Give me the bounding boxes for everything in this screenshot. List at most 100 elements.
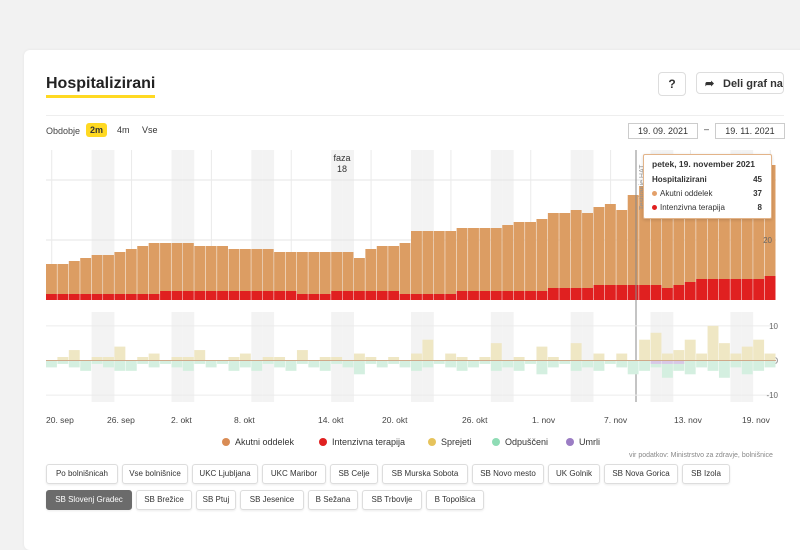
bar-icu bbox=[411, 294, 422, 300]
tooltip-row-total: Hospitalizirani 45 bbox=[652, 175, 762, 184]
bar-admitted bbox=[114, 346, 126, 361]
bar-discharged bbox=[525, 360, 536, 364]
tooltip-row-value: 45 bbox=[753, 175, 762, 184]
acute-dot-icon bbox=[652, 191, 657, 196]
share-button[interactable]: ➦ Deli graf na bbox=[696, 72, 784, 94]
bar-admitted bbox=[479, 357, 491, 361]
bar-acute bbox=[365, 249, 377, 291]
bar-acute bbox=[673, 186, 685, 285]
hospital-filter-button[interactable]: SB Slovenj Gradec bbox=[46, 490, 132, 510]
legend-item-admitted[interactable]: Sprejeti bbox=[428, 437, 472, 447]
bar-acute bbox=[764, 165, 776, 276]
hospital-filter-button[interactable]: SB Celje bbox=[330, 464, 378, 484]
data-source: vir podatkov: Ministrstvo za zdravje, bo… bbox=[629, 452, 773, 459]
hospital-filter-button[interactable]: B Sežana bbox=[308, 490, 358, 510]
hospital-filter-button[interactable]: B Topolšica bbox=[426, 490, 484, 510]
bar-icu bbox=[741, 279, 753, 300]
bar-admitted bbox=[57, 357, 69, 361]
bar-discharged bbox=[217, 360, 228, 364]
bar-icu bbox=[308, 294, 320, 300]
hospital-filter-button[interactable]: SB Nova Gorica bbox=[604, 464, 678, 484]
legend-item-icu[interactable]: Intenzivna terapija bbox=[319, 437, 405, 447]
bar-icu bbox=[399, 294, 411, 300]
bar-icu bbox=[205, 291, 217, 300]
bar-acute bbox=[68, 261, 80, 294]
y-tick-label: 10 bbox=[769, 322, 778, 331]
bar-icu bbox=[46, 294, 57, 300]
bar-acute bbox=[718, 174, 730, 279]
bar-admitted bbox=[171, 357, 183, 361]
bar-icu bbox=[639, 285, 651, 300]
bar-admitted bbox=[353, 353, 365, 361]
bar-icu bbox=[718, 279, 730, 300]
bar-discharged bbox=[604, 360, 616, 364]
bar-discharged bbox=[194, 360, 206, 364]
bar-icu bbox=[730, 279, 742, 300]
legend-dot-icon bbox=[319, 438, 327, 446]
bar-icu bbox=[376, 291, 388, 300]
date-from-input[interactable]: 19. 09. 2021 bbox=[628, 123, 698, 139]
bar-icu bbox=[319, 294, 331, 300]
bar-icu bbox=[422, 294, 434, 300]
period-4m-button[interactable]: 4m bbox=[117, 125, 130, 135]
hospital-filter-button[interactable]: SB Ptuj bbox=[196, 490, 236, 510]
bar-acute bbox=[103, 255, 114, 294]
bar-icu bbox=[228, 291, 240, 300]
bar-acute bbox=[707, 174, 719, 279]
bar-discharged bbox=[513, 360, 525, 371]
hospital-filter-button[interactable]: Vse bolnišnice bbox=[122, 464, 188, 484]
bar-icu bbox=[536, 291, 548, 300]
bar-admitted bbox=[707, 325, 719, 361]
bar-discharged bbox=[353, 360, 365, 375]
legend-item-deceased[interactable]: Umrli bbox=[566, 437, 600, 447]
hospital-filter-button[interactable]: Po bolnišnicah bbox=[46, 464, 118, 484]
x-tick-label: 20. okt bbox=[382, 415, 408, 425]
bar-admitted bbox=[456, 357, 468, 361]
bar-icu bbox=[68, 294, 80, 300]
period-all-button[interactable]: Vse bbox=[142, 125, 158, 135]
hospital-filter-button[interactable]: SB Murska Sobota bbox=[382, 464, 468, 484]
bar-discharged bbox=[536, 360, 548, 375]
weekend-band bbox=[582, 312, 594, 402]
legend-item-acute[interactable]: Akutni oddelek bbox=[222, 437, 294, 447]
bar-icu bbox=[570, 288, 582, 300]
hospital-filter-button[interactable]: SB Trbovlje bbox=[362, 490, 422, 510]
bar-acute bbox=[582, 213, 593, 288]
legend-label: Akutni oddelek bbox=[235, 437, 295, 447]
hospital-filter-button[interactable]: SB Izola bbox=[682, 464, 730, 484]
bar-acute bbox=[80, 258, 92, 294]
bar-icu bbox=[274, 291, 286, 300]
bar-admitted bbox=[388, 357, 400, 361]
bar-discharged bbox=[319, 360, 331, 371]
help-button[interactable]: ? bbox=[658, 72, 686, 96]
bar-discharged bbox=[559, 360, 571, 364]
bar-discharged bbox=[388, 360, 400, 364]
hospital-filter-button[interactable]: SB Novo mesto bbox=[472, 464, 544, 484]
bar-icu bbox=[57, 294, 69, 300]
weekend-band bbox=[411, 150, 423, 298]
x-tick-label: 20. sep bbox=[46, 415, 74, 425]
bar-icu bbox=[91, 294, 103, 300]
legend-item-discharged[interactable]: Odpuščeni bbox=[492, 437, 548, 447]
bar-icu bbox=[262, 291, 274, 300]
bar-discharged bbox=[160, 360, 171, 364]
date-to-input[interactable]: 19. 11. 2021 bbox=[715, 123, 785, 139]
weekend-band bbox=[251, 312, 263, 402]
period-2m-button[interactable]: 2m bbox=[86, 123, 108, 137]
bar-acute bbox=[171, 243, 183, 291]
bar-icu bbox=[331, 291, 343, 300]
bar-discharged bbox=[148, 360, 160, 368]
hospital-filter-button[interactable]: SB Jesenice bbox=[240, 490, 304, 510]
bar-admitted bbox=[103, 357, 114, 361]
bar-discharged bbox=[171, 360, 183, 368]
bar-acute bbox=[239, 249, 251, 291]
bar-acute bbox=[616, 210, 628, 285]
bar-admitted bbox=[137, 357, 149, 361]
hospital-filter-button[interactable]: UKC Ljubljana bbox=[192, 464, 258, 484]
hospital-filter-button[interactable]: SB Brežice bbox=[136, 490, 192, 510]
hospital-filter-button[interactable]: UKC Maribor bbox=[262, 464, 326, 484]
hospital-filter-button[interactable]: UK Golnik bbox=[548, 464, 600, 484]
bar-admitted bbox=[239, 353, 251, 361]
bar-acute bbox=[411, 231, 422, 294]
